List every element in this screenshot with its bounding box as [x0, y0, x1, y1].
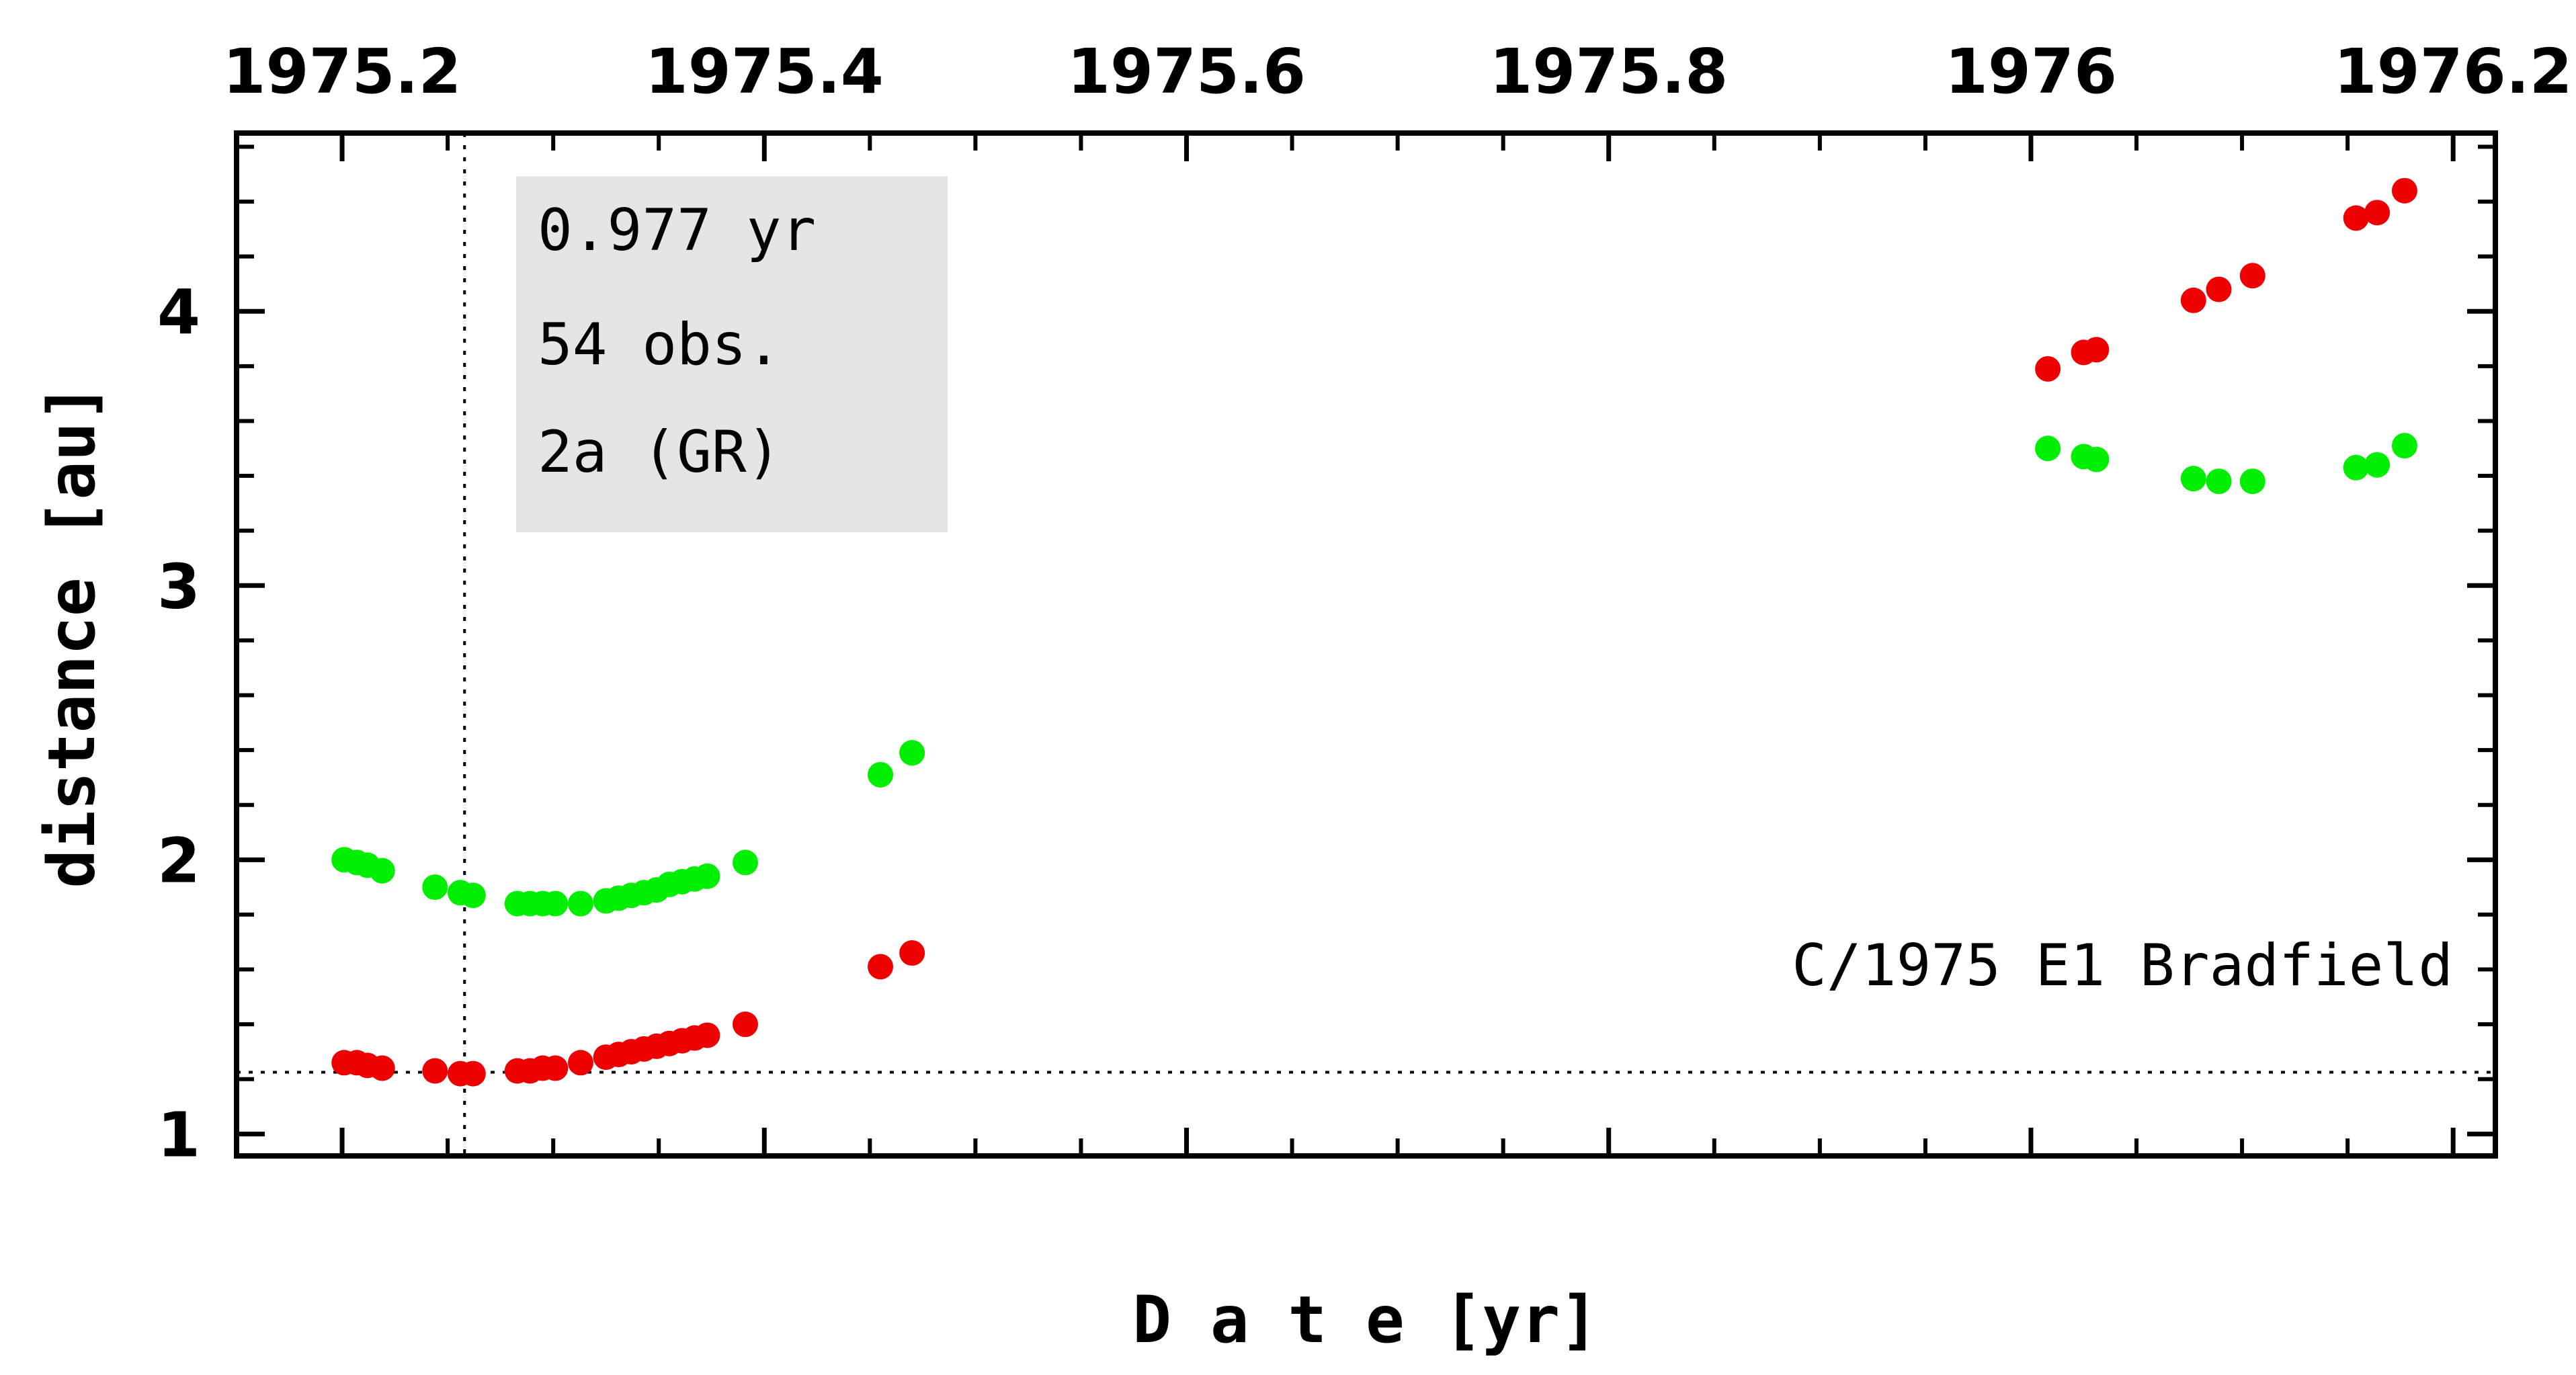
y-tick-label: 2	[157, 825, 200, 897]
reference-lines	[237, 133, 2495, 1156]
y-tick-label: 3	[157, 550, 200, 622]
info-box-line-1: 0.977 yr	[538, 197, 816, 264]
data-point-series-2	[2035, 356, 2061, 382]
plot-frame	[234, 130, 2498, 1159]
axis-ticks	[235, 133, 2495, 1156]
data-point-series-1	[460, 882, 486, 909]
y-tick-label: 1	[157, 1099, 200, 1171]
data-point-series-1	[733, 849, 759, 876]
data-point-series-1	[422, 874, 448, 901]
data-point-series-1	[568, 890, 594, 917]
x-tick-label: 1976.2	[2334, 36, 2573, 108]
data-point-series-1	[868, 761, 894, 788]
tick-labels: 1975.2 1975.4 1975.6 1975.8 1976 1976.2 1 2 3 4	[157, 36, 2573, 1171]
x-tick-label: 1976	[1945, 36, 2117, 108]
data-point-series-2	[460, 1060, 486, 1087]
x-tick-label: 1975.4	[645, 36, 884, 108]
data-point-series-2	[568, 1050, 594, 1076]
data-point-series-1	[694, 863, 720, 889]
info-box-line-2: 54 obs.	[538, 311, 781, 378]
data-point-series-2	[868, 954, 894, 980]
x-tick-label: 1975.2	[223, 36, 462, 108]
data-point-series-2	[542, 1055, 569, 1081]
info-box	[516, 176, 948, 532]
data-point-series-2	[899, 940, 925, 966]
y-tick-label: 4	[157, 276, 200, 348]
data-point-series-2	[2180, 287, 2206, 313]
data-points	[331, 177, 2417, 1087]
y-axis-title: distance [au]	[34, 383, 110, 888]
data-point-series-1	[2035, 435, 2061, 462]
data-point-series-2	[2083, 337, 2110, 363]
data-point-series-1	[369, 858, 395, 884]
x-axis-title: D a t e [yr]	[1132, 1282, 1599, 1358]
data-point-series-1	[2206, 468, 2232, 495]
data-point-series-1	[2391, 433, 2417, 459]
x-tick-label: 1975.8	[1489, 36, 1728, 108]
data-point-series-1	[2180, 466, 2206, 492]
data-point-series-2	[369, 1055, 395, 1081]
data-point-series-2	[2239, 263, 2266, 289]
data-point-series-1	[542, 890, 569, 917]
data-point-series-2	[2391, 177, 2417, 204]
data-point-series-1	[2239, 468, 2266, 495]
info-box-line-3: 2a (GR)	[538, 419, 781, 486]
data-point-series-2	[2206, 276, 2232, 302]
data-point-series-2	[2364, 200, 2391, 226]
x-tick-label: 1975.6	[1067, 36, 1306, 108]
object-name-label: C/1975 E1 Bradfield	[1792, 932, 2453, 999]
data-point-series-2	[2343, 205, 2369, 231]
data-point-series-1	[899, 740, 925, 766]
data-point-series-2	[422, 1058, 448, 1084]
data-point-series-1	[2343, 454, 2369, 481]
data-point-series-2	[694, 1022, 720, 1048]
data-point-series-1	[2083, 446, 2110, 472]
data-point-series-1	[2364, 452, 2391, 478]
data-point-series-2	[733, 1011, 759, 1038]
